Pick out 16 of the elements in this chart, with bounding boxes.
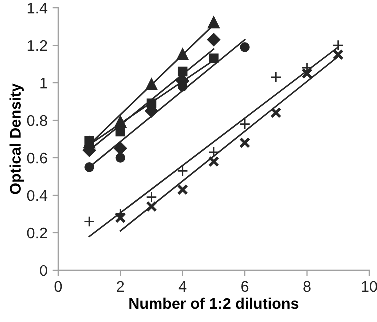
x-tick-label: 8 — [304, 281, 311, 292]
x-axis-title: Number of 1:2 dilutions — [130, 298, 299, 310]
y-tick-label: 0.8 — [27, 115, 48, 126]
y-tick-label: 0 — [40, 265, 48, 276]
x-tick-label: 2 — [117, 281, 124, 292]
y-tick-label: 0.2 — [27, 228, 48, 239]
y-axis-title: Optical Density — [10, 84, 24, 194]
y-tick-label: 1 — [40, 78, 48, 89]
x-tick-label: 0 — [54, 281, 62, 292]
y-tick-label: 1.2 — [28, 40, 48, 52]
x-tick-label: 4 — [178, 281, 187, 292]
y-tick-label: 0.6 — [27, 152, 48, 164]
y-tick-label: 1.4 — [28, 3, 48, 14]
x-tick-label: 10 — [362, 281, 377, 292]
x-tick-label: 6 — [242, 281, 249, 292]
y-tick-label: 0.4 — [27, 190, 48, 202]
